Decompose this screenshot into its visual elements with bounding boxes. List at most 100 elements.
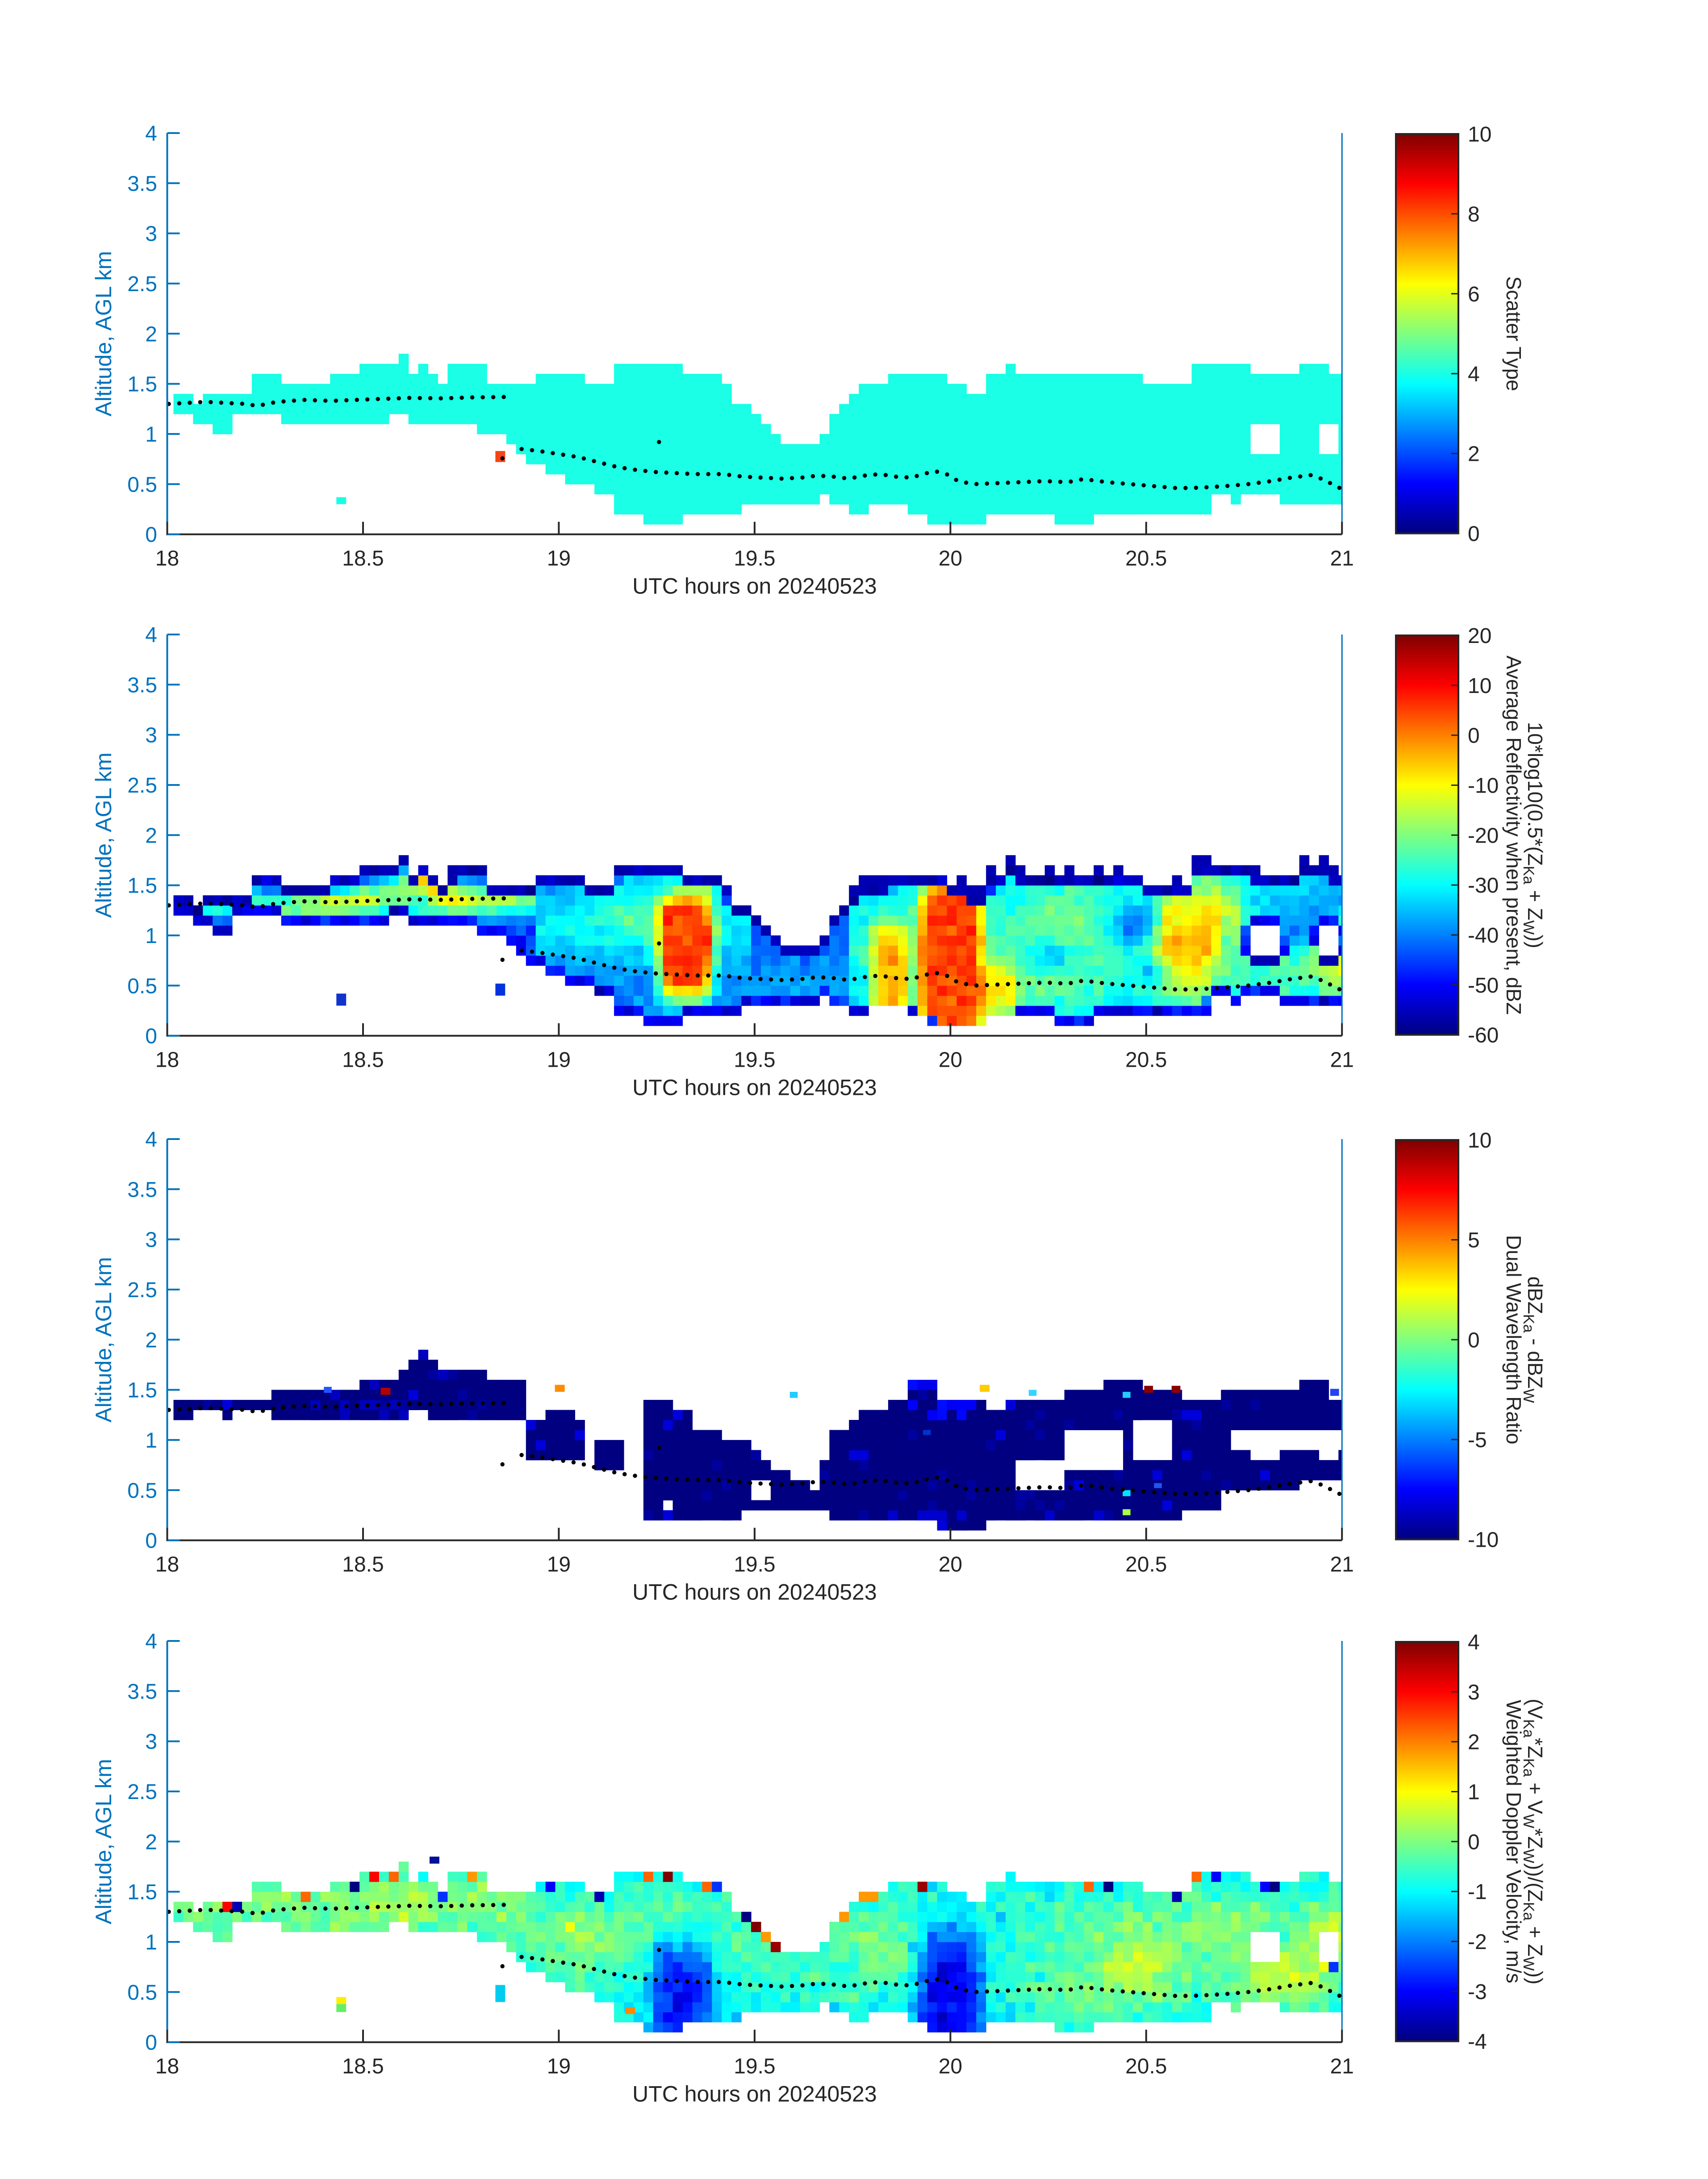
svg-text:0: 0: [1468, 1328, 1480, 1352]
svg-text:18.5: 18.5: [342, 1048, 384, 1072]
svg-text:-50: -50: [1468, 974, 1499, 998]
svg-text:0: 0: [1468, 1830, 1480, 1854]
svg-text:UTC hours on 20240523: UTC hours on 20240523: [632, 574, 877, 599]
svg-text:2: 2: [145, 1328, 157, 1352]
svg-text:Altitude, AGL km: Altitude, AGL km: [91, 1759, 116, 1924]
svg-text:20: 20: [939, 547, 962, 571]
svg-text:20.5: 20.5: [1125, 1553, 1167, 1577]
svg-text:3.5: 3.5: [127, 172, 157, 196]
svg-text:4: 4: [145, 623, 157, 647]
svg-text:0: 0: [145, 523, 157, 547]
svg-text:0.5: 0.5: [127, 1479, 157, 1503]
svg-text:21: 21: [1330, 547, 1354, 571]
svg-text:4: 4: [145, 1630, 157, 1653]
svg-text:4: 4: [145, 1128, 157, 1152]
svg-text:19.5: 19.5: [734, 1048, 775, 1072]
svg-text:UTC hours on 20240523: UTC hours on 20240523: [632, 1075, 877, 1100]
svg-text:0: 0: [145, 1529, 157, 1553]
svg-text:UTC hours on 20240523: UTC hours on 20240523: [632, 2082, 877, 2107]
svg-text:18: 18: [155, 1048, 179, 1072]
svg-text:1: 1: [145, 1931, 157, 1954]
svg-text:8: 8: [1468, 203, 1480, 226]
svg-text:-4: -4: [1468, 2030, 1487, 2054]
svg-text:4: 4: [1468, 1631, 1480, 1654]
svg-text:dBZKa - dBZW: dBZKa - dBZW: [1520, 1277, 1547, 1403]
svg-text:1: 1: [145, 1429, 157, 1453]
svg-text:-10: -10: [1468, 1528, 1499, 1552]
svg-text:0: 0: [1468, 522, 1480, 546]
svg-text:3.5: 3.5: [127, 673, 157, 697]
svg-text:UTC hours on 20240523: UTC hours on 20240523: [632, 1580, 877, 1605]
svg-text:1: 1: [145, 924, 157, 948]
svg-text:10: 10: [1468, 1129, 1491, 1152]
svg-text:-10: -10: [1468, 774, 1499, 798]
svg-text:6: 6: [1468, 283, 1480, 306]
svg-text:-40: -40: [1468, 924, 1499, 948]
svg-text:21: 21: [1330, 1048, 1354, 1072]
svg-text:-5: -5: [1468, 1428, 1487, 1452]
svg-text:3: 3: [1468, 1681, 1480, 1704]
svg-text:1: 1: [145, 423, 157, 447]
svg-text:3: 3: [145, 724, 157, 747]
svg-text:20: 20: [1468, 624, 1491, 648]
svg-text:10: 10: [1468, 123, 1491, 146]
svg-text:18: 18: [155, 547, 179, 571]
svg-text:0: 0: [145, 1025, 157, 1048]
svg-text:1.5: 1.5: [127, 1379, 157, 1403]
svg-text:2: 2: [145, 322, 157, 346]
svg-text:1.5: 1.5: [127, 373, 157, 397]
svg-text:18.5: 18.5: [342, 2055, 384, 2079]
svg-text:20: 20: [939, 2055, 962, 2079]
svg-text:-20: -20: [1468, 824, 1499, 847]
svg-text:2: 2: [1468, 442, 1480, 466]
svg-text:-3: -3: [1468, 1980, 1487, 2004]
svg-text:19.5: 19.5: [734, 1553, 775, 1577]
svg-text:0.5: 0.5: [127, 473, 157, 497]
svg-text:18: 18: [155, 2055, 179, 2079]
svg-text:Altitude, AGL km: Altitude, AGL km: [91, 251, 116, 417]
svg-text:4: 4: [1468, 363, 1480, 386]
svg-text:19: 19: [547, 2055, 571, 2079]
svg-text:0: 0: [145, 2031, 157, 2055]
svg-text:19: 19: [547, 547, 571, 571]
svg-text:20.5: 20.5: [1125, 1048, 1167, 1072]
svg-text:-2: -2: [1468, 1930, 1487, 1954]
svg-text:3: 3: [145, 1730, 157, 1754]
svg-text:20.5: 20.5: [1125, 2055, 1167, 2079]
svg-text:Weighted Doppler Velocity, m/s: Weighted Doppler Velocity, m/s: [1502, 1700, 1525, 1983]
svg-text:Average Reflectivity when pres: Average Reflectivity when present, dBZ: [1502, 655, 1525, 1015]
svg-text:1.5: 1.5: [127, 1881, 157, 1904]
svg-text:2: 2: [1468, 1731, 1480, 1754]
svg-text:20: 20: [939, 1048, 962, 1072]
svg-text:3.5: 3.5: [127, 1680, 157, 1703]
svg-text:3: 3: [145, 222, 157, 246]
svg-text:-1: -1: [1468, 1880, 1487, 1904]
svg-text:18: 18: [155, 1553, 179, 1577]
svg-text:-30: -30: [1468, 874, 1499, 897]
svg-text:10: 10: [1468, 674, 1491, 698]
svg-text:2.5: 2.5: [127, 1278, 157, 1302]
svg-text:0: 0: [1468, 724, 1480, 748]
svg-text:2.5: 2.5: [127, 272, 157, 296]
svg-text:3.5: 3.5: [127, 1178, 157, 1202]
svg-text:20.5: 20.5: [1125, 547, 1167, 571]
svg-text:4: 4: [145, 122, 157, 146]
svg-text:Dual Wavelength Ratio: Dual Wavelength Ratio: [1502, 1235, 1525, 1444]
svg-text:19: 19: [547, 1048, 571, 1072]
svg-text:18.5: 18.5: [342, 547, 384, 571]
svg-text:0.5: 0.5: [127, 974, 157, 998]
svg-text:5: 5: [1468, 1229, 1480, 1252]
svg-text:2.5: 2.5: [127, 1780, 157, 1804]
svg-text:19: 19: [547, 1553, 571, 1577]
svg-text:Scatter Type: Scatter Type: [1502, 276, 1525, 391]
svg-text:-60: -60: [1468, 1024, 1499, 1048]
svg-text:Altitude, AGL km: Altitude, AGL km: [91, 1257, 116, 1423]
svg-text:20: 20: [939, 1553, 962, 1577]
svg-text:Altitude, AGL km: Altitude, AGL km: [91, 752, 116, 918]
svg-text:18.5: 18.5: [342, 1553, 384, 1577]
svg-text:(VKa*ZKa + VW*ZW))/(ZKa + ZW)): (VKa*ZKa + VW*ZW))/(ZKa + ZW)): [1520, 1699, 1547, 1984]
svg-text:21: 21: [1330, 1553, 1354, 1577]
svg-text:2.5: 2.5: [127, 774, 157, 797]
svg-text:2: 2: [145, 1830, 157, 1854]
svg-text:10*log10(0.5*(ZKa + ZW)): 10*log10(0.5*(ZKa + ZW)): [1520, 722, 1547, 948]
